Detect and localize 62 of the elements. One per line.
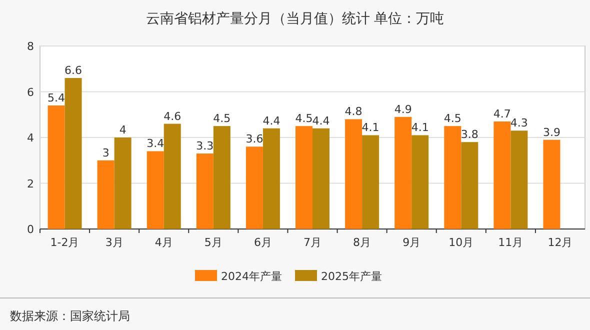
y-tick-label: 2 [27,177,34,190]
data-label: 4.1 [362,121,380,134]
data-label: 4.5 [213,112,231,126]
bar [510,130,528,229]
y-tick-label: 6 [27,86,34,99]
chart-title: 云南省铝材产量分月（当月值）统计 单位：万吨 [146,11,444,27]
data-label: 4.9 [394,102,412,116]
x-tick-label: 5月 [204,236,222,249]
bar [494,121,511,229]
data-label: 4.1 [411,121,429,134]
data-label: 4.6 [164,110,182,123]
x-tick-label: 1-2月 [50,236,80,249]
bar [164,124,181,229]
bar [262,128,280,229]
data-label: 3.8 [460,128,478,142]
data-label: 3.4 [146,137,164,150]
bar [114,138,132,229]
bar [48,105,65,229]
y-tick-label: 0 [27,223,34,236]
data-label: 4.3 [510,116,528,130]
data-label: 3 [102,146,110,160]
y-tick-label: 4 [27,132,34,144]
data-label: 4.8 [344,105,362,118]
bar [97,160,114,229]
legend-label: 2025年产量 [321,270,382,283]
bar [444,126,462,229]
x-tick-label: 11月 [498,236,524,249]
data-label: 4.4 [262,114,280,128]
bar [362,135,380,229]
data-label: 3.3 [196,140,214,153]
x-tick-label: 9月 [402,236,421,249]
x-tick-label: 6月 [254,236,272,249]
data-label: 3.9 [542,126,560,139]
x-tick-label: 12月 [548,236,573,249]
data-label: 5.4 [48,91,66,104]
data-label: 4.4 [312,114,330,128]
bar [312,128,330,229]
data-label: 4.7 [493,107,511,120]
data-label: 4 [119,124,126,136]
bar [394,116,412,229]
data-label: 4.5 [444,112,462,126]
x-tick-label: 3月 [105,236,124,249]
x-tick-label: 8月 [353,236,372,249]
bar [146,151,164,229]
bar [412,135,429,229]
x-tick-label: 4月 [154,236,173,249]
x-tick-label: 7月 [304,236,322,249]
source-note: 数据来源：国家统计局 [10,309,130,323]
bar [543,140,560,229]
bar [246,146,263,229]
data-label: 3.6 [246,132,264,146]
bar [196,154,214,229]
bar [461,142,478,229]
bar [64,78,82,229]
bar [345,119,362,229]
legend-label: 2024年产量 [221,270,282,283]
bar [296,126,312,229]
data-label: 6.6 [64,64,82,78]
bar [213,126,230,229]
y-tick-label: 8 [27,40,34,53]
data-label: 4.5 [295,112,313,126]
x-tick-label: 10月 [448,236,474,249]
